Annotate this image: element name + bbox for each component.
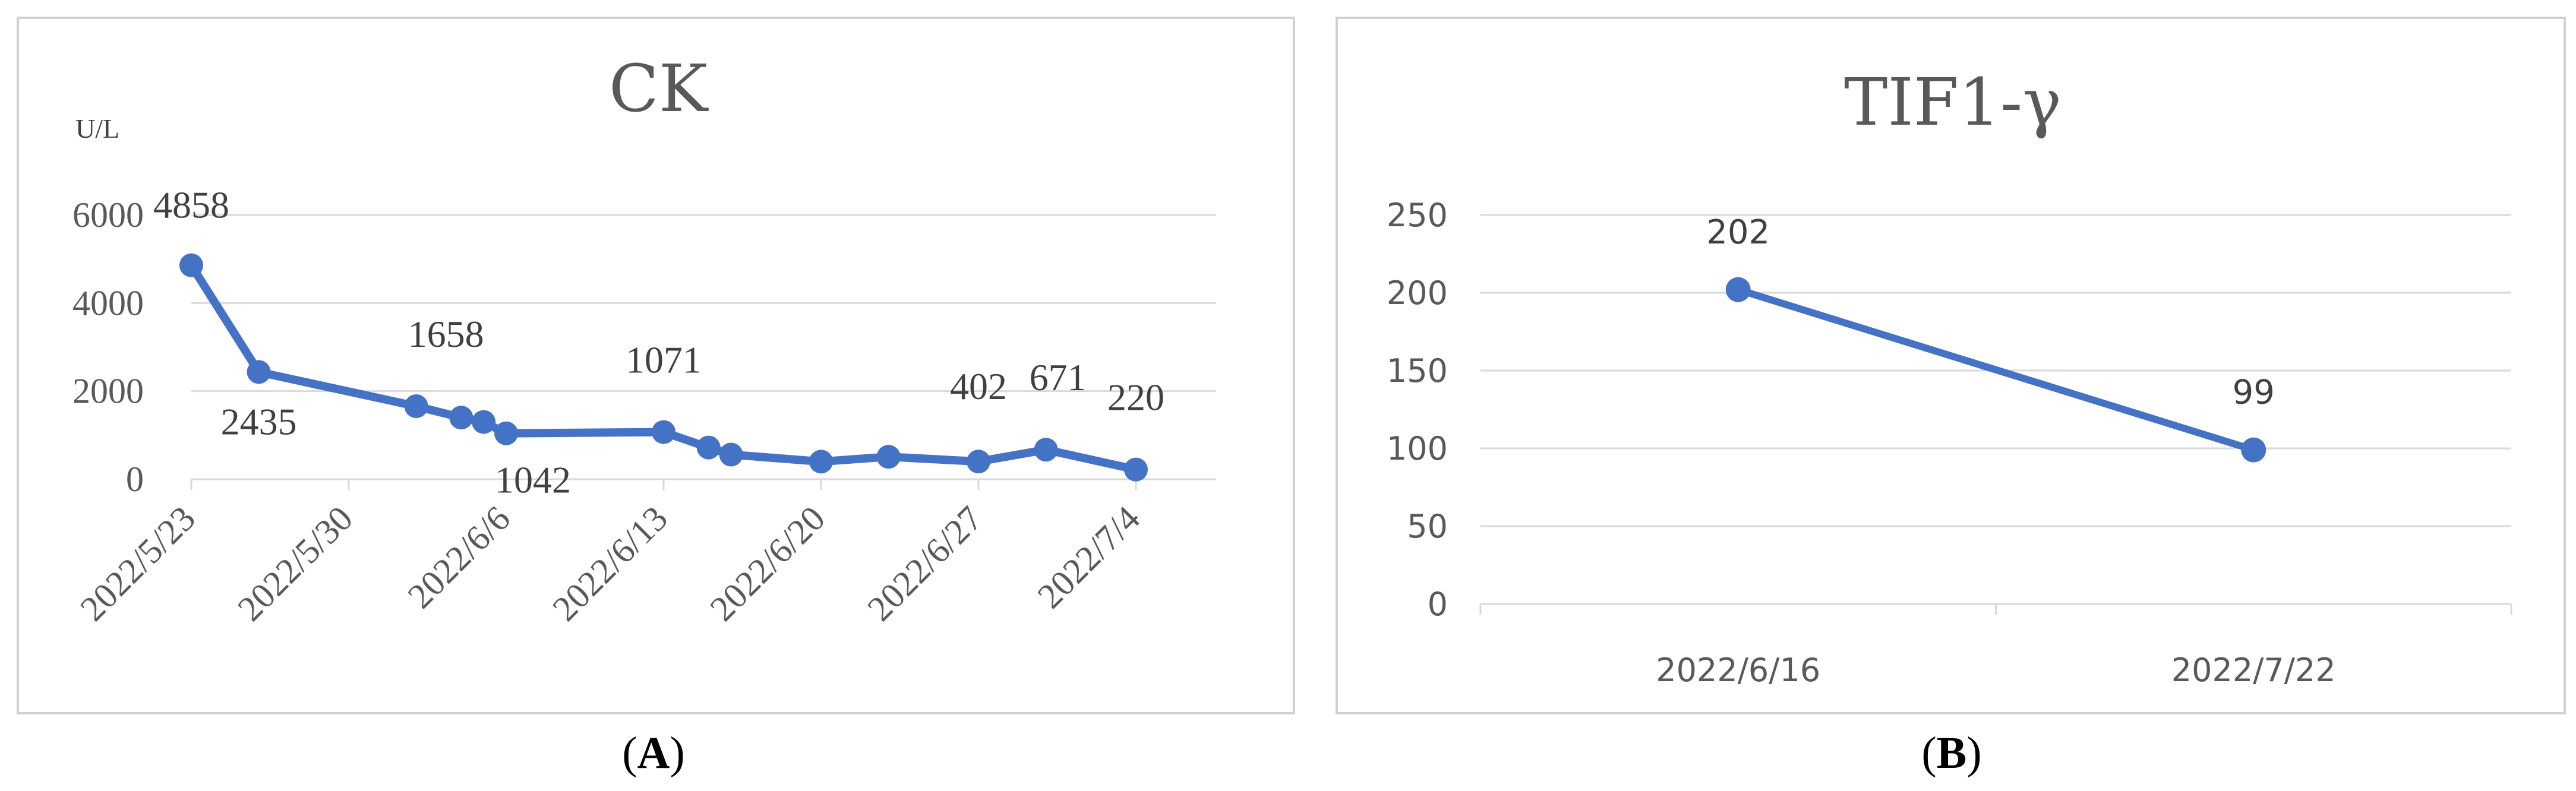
- data-label: 402: [950, 365, 1007, 407]
- y-tick-label: 150: [1387, 352, 1448, 390]
- caption-a: (A): [622, 728, 685, 778]
- y-tick-label: 250: [1387, 197, 1448, 234]
- data-point: [1725, 277, 1751, 302]
- data-point: [2241, 437, 2266, 463]
- x-tick-label: 2022/5/23: [72, 499, 203, 629]
- y-tick-label: 2000: [72, 372, 144, 411]
- data-label: 1071: [626, 339, 702, 381]
- data-label: 1658: [408, 313, 484, 355]
- data-point: [809, 450, 833, 474]
- data-label: 2435: [221, 400, 297, 442]
- caption-b: (B): [1921, 728, 1982, 778]
- y-tick-label: 50: [1407, 508, 1448, 545]
- chart-panel-a: CK U/L 0 2000 4000 6000 2022/5/23 2022/5/30 2…: [17, 17, 1295, 714]
- caption-b-letter: B: [1936, 728, 1967, 778]
- y-tick-label: 100: [1387, 430, 1448, 467]
- x-tick-label: 2022/6/27: [860, 499, 990, 629]
- data-point: [652, 420, 675, 444]
- ck-chart: CK U/L 0 2000 4000 6000 2022/5/23 2022/5/30 2…: [72, 50, 1216, 629]
- data-point: [967, 450, 990, 474]
- chart-panel-b: TIF1-γ 0 50 100 150 200 250 2022/6/16 2022/7/2…: [1336, 17, 2566, 714]
- chart-title: CK: [609, 50, 709, 126]
- data-label: 99: [2233, 374, 2275, 412]
- data-point: [404, 394, 428, 419]
- x-tick-label: 2022/6/13: [545, 499, 675, 629]
- caption-a-letter: A: [637, 728, 670, 778]
- y-tick-label: 6000: [72, 195, 144, 235]
- x-tick-label: 2022/6/16: [1656, 651, 1820, 689]
- data-label: 202: [1706, 213, 1770, 252]
- data-point: [449, 406, 473, 430]
- y-tick-label: 0: [1428, 586, 1448, 623]
- data-point: [1034, 438, 1058, 462]
- data-point: [247, 360, 271, 384]
- data-point: [494, 421, 518, 445]
- series-line: [1737, 286, 2255, 454]
- y-tick-label: 200: [1387, 274, 1448, 312]
- x-tick-label: 2022/7/4: [1030, 499, 1148, 616]
- data-point: [876, 445, 901, 469]
- y-axis-unit: U/L: [75, 113, 119, 144]
- tif1-chart: TIF1-γ 0 50 100 150 200 250 2022/6/16 2022/7/2…: [1387, 64, 2512, 689]
- data-point: [1124, 457, 1148, 482]
- chart-title: TIF1-γ: [1844, 64, 2062, 140]
- data-label: 220: [1107, 376, 1164, 419]
- x-tick-label: 2022/5/30: [230, 499, 360, 629]
- data-point: [696, 435, 721, 460]
- data-label: 4858: [153, 184, 229, 226]
- data-label: 1042: [495, 459, 571, 501]
- y-tick-label: 0: [126, 460, 144, 499]
- y-tick-label: 4000: [72, 283, 144, 322]
- x-tick-label: 2022/6/20: [702, 499, 832, 629]
- x-tick-label: 2022/6/6: [400, 499, 518, 616]
- data-point: [179, 253, 203, 277]
- x-tick-label: 2022/7/22: [2171, 651, 2336, 689]
- data-label: 671: [1030, 356, 1087, 398]
- data-point: [472, 410, 496, 434]
- data-point: [719, 442, 743, 467]
